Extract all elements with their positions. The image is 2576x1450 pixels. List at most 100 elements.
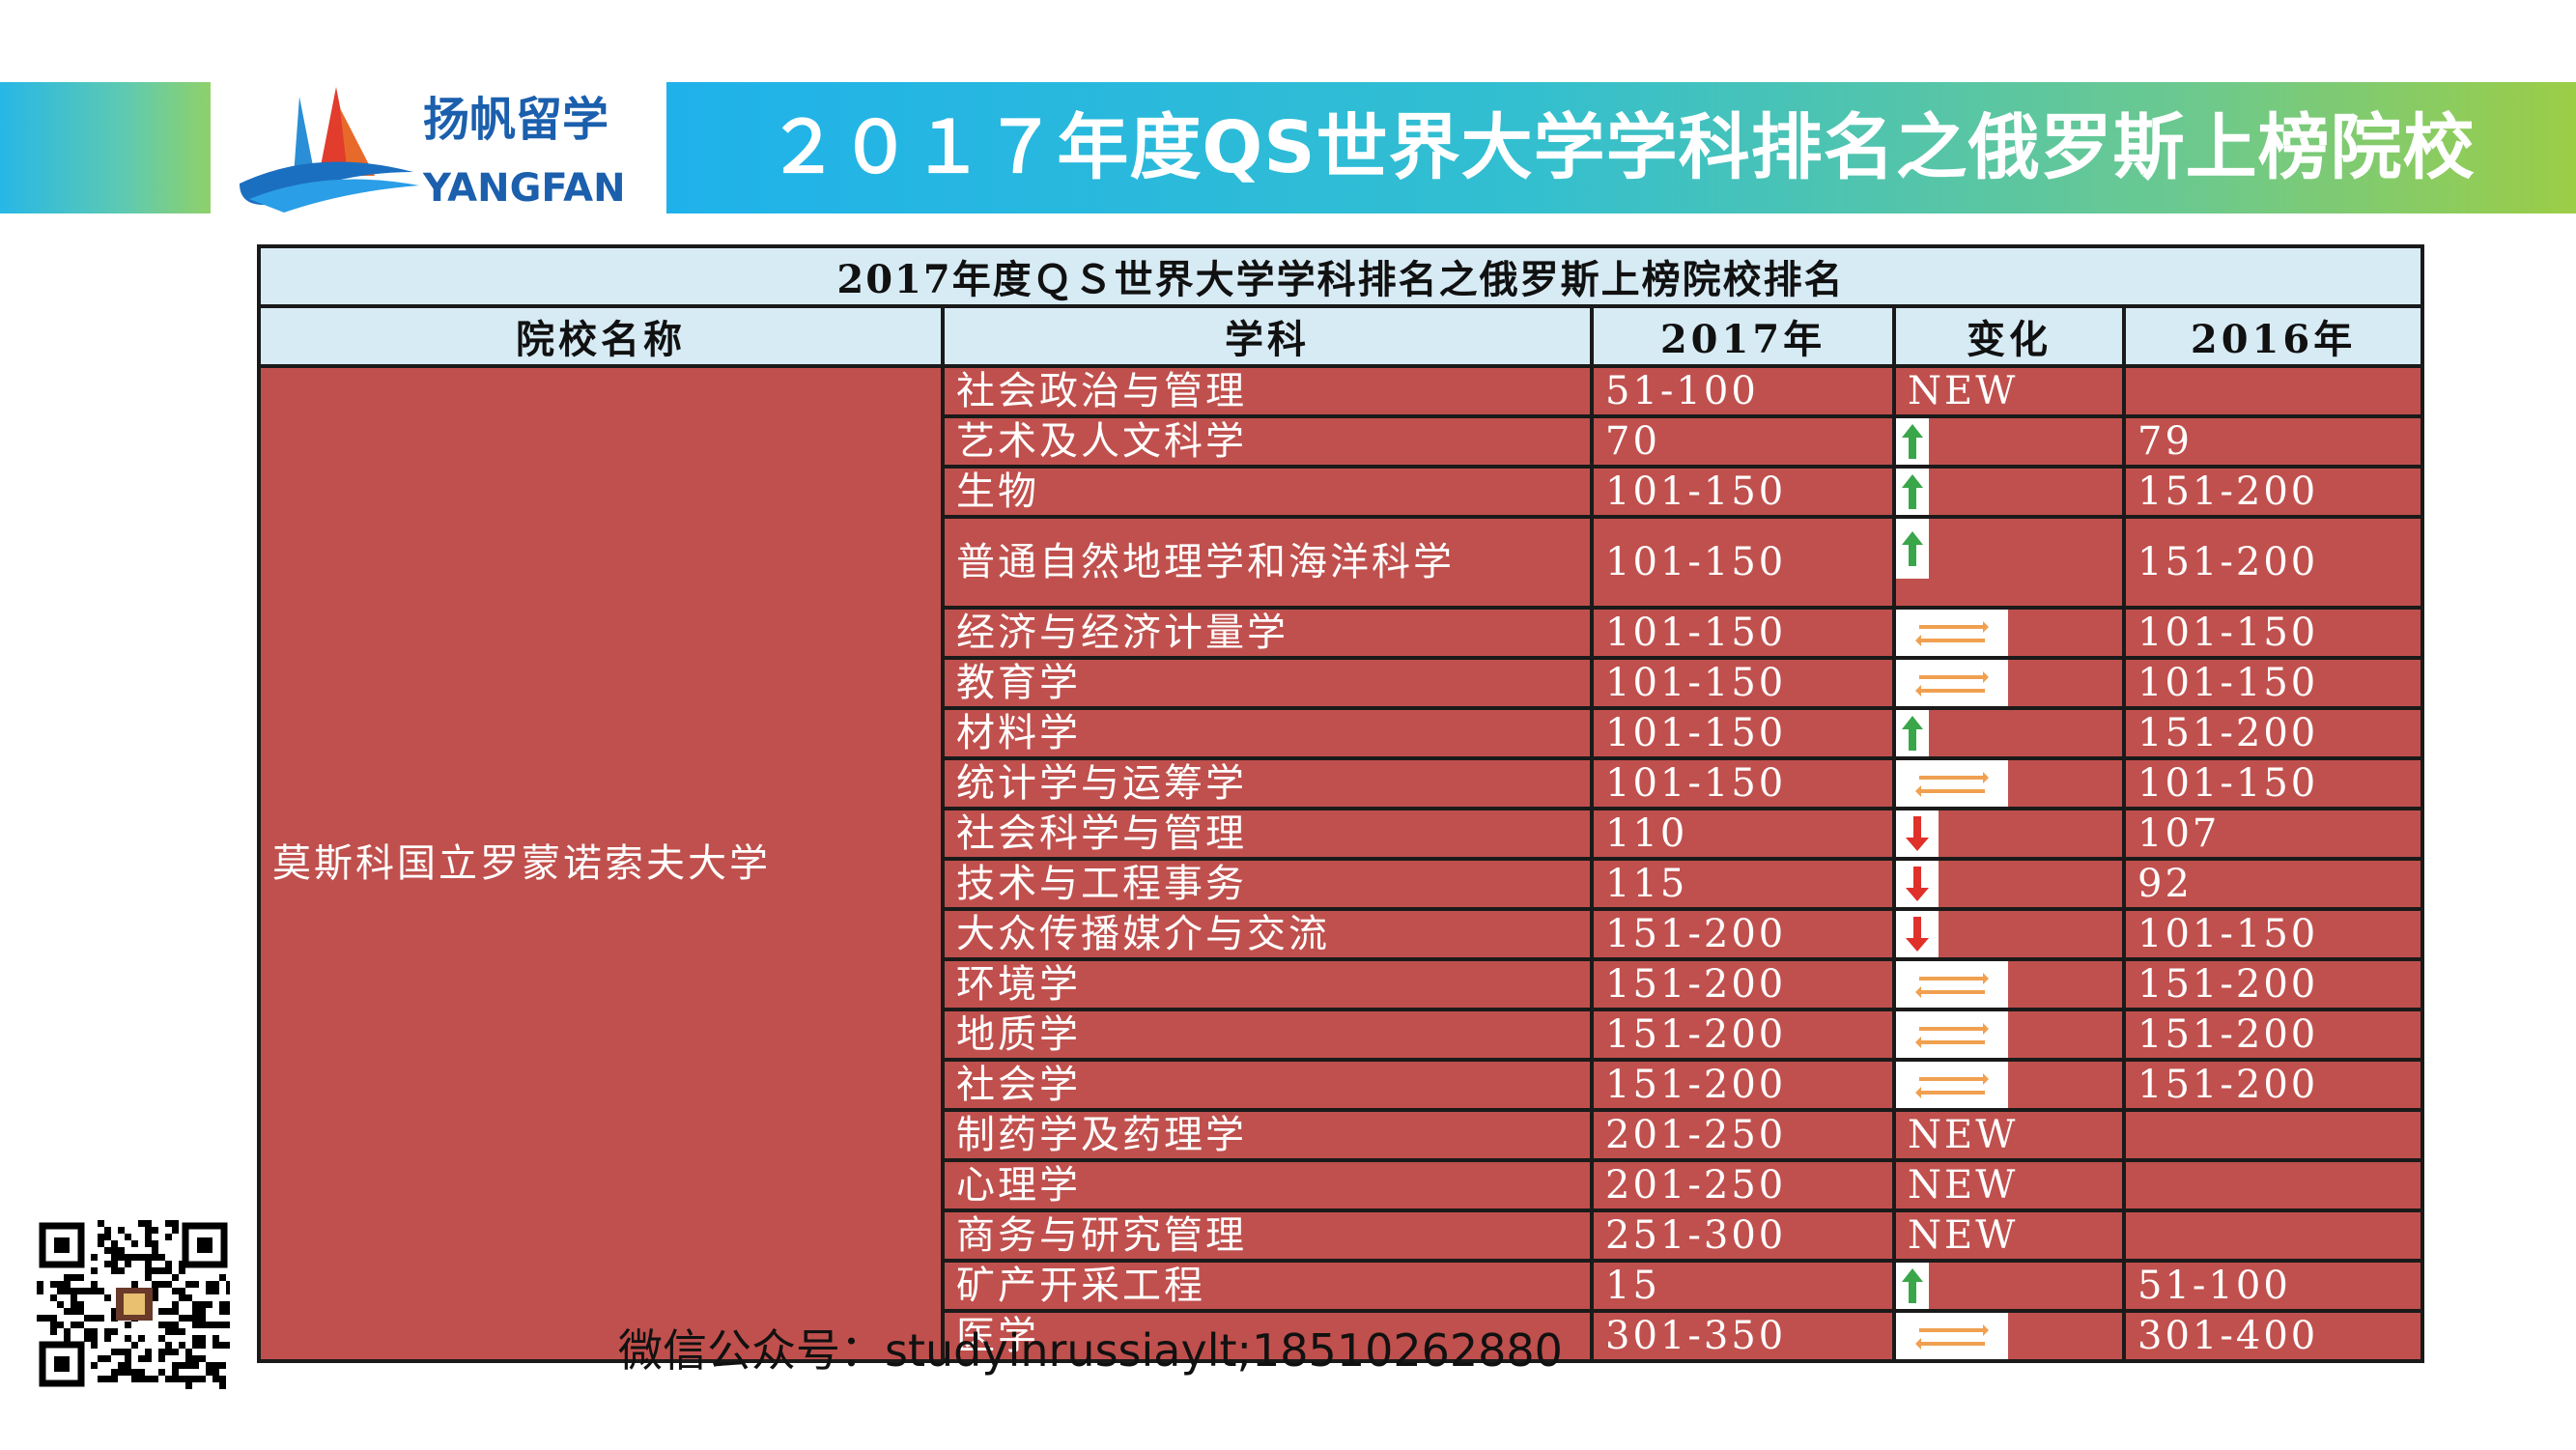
subject-cell: 心理学 (941, 1158, 1594, 1212)
rank-2016-cell: 301-400 (2121, 1309, 2425, 1363)
rank-2017-cell: 115 (1590, 857, 1896, 911)
subject-cell: 社会学 (941, 1058, 1594, 1112)
rank-2017-cell: 101-150 (1590, 756, 1896, 810)
header-2016: 2016年 (2121, 304, 2425, 368)
subject-cell: 矿产开采工程 (941, 1259, 1594, 1313)
rank-2017-cell: 110 (1590, 807, 1896, 861)
subject-cell: 生物 (941, 465, 1594, 519)
rank-2017-cell: 51-100 (1590, 364, 1896, 418)
rank-2017-cell: 251-300 (1590, 1208, 1896, 1263)
subject-cell: 地质学 (941, 1008, 1594, 1062)
rank-2017-cell: 151-200 (1590, 907, 1896, 961)
arrow-up-icon (1898, 1265, 1929, 1307)
rank-2016-cell: 107 (2121, 807, 2425, 861)
header-band-right: ２０１７年度QS世界大学学科排名之俄罗斯上榜院校 (666, 82, 2576, 213)
arrow-swap-icon (1898, 1013, 2008, 1056)
table-row: 技术与工程事务 115 92 (259, 857, 2425, 911)
change-cell (1892, 465, 2126, 519)
sailboat-icon (240, 87, 419, 213)
table-row: 普通自然地理学和海洋科学 101-150 151-200 (259, 515, 2425, 610)
change-cell: NEW (1892, 1208, 2126, 1263)
change-cell (1892, 1058, 2126, 1112)
rank-2016-cell: 101-150 (2121, 656, 2425, 710)
subject-cell: 统计学与运筹学 (941, 756, 1594, 810)
table-row: 大众传播媒介与交流 151-200 101-150 (259, 907, 2425, 961)
rank-2016-cell: 151-200 (2121, 465, 2425, 519)
table-row: 经济与经济计量学 101-150 101-150 (259, 606, 2425, 660)
change-cell (1892, 957, 2126, 1011)
change-cell (1892, 414, 2126, 469)
subject-cell: 环境学 (941, 957, 1594, 1011)
rank-2017-cell: 151-200 (1590, 1008, 1896, 1062)
table-header-row: 院校名称 学科 2017年 变化 2016年 (257, 304, 2425, 368)
change-cell (1892, 606, 2126, 660)
subject-cell: 教育学 (941, 656, 1594, 710)
table-row: 生物 101-150 151-200 (259, 465, 2425, 519)
rank-2016-cell: 101-150 (2121, 606, 2425, 660)
ranking-table: 2017年度ＱＳ世界大学学科排名之俄罗斯上榜院校排名 院校名称 学科 2017年… (256, 244, 2425, 1363)
change-cell (1892, 706, 2126, 760)
change-cell (1892, 807, 2126, 861)
arrow-swap-icon (1898, 1064, 2008, 1106)
subject-cell: 大众传播媒介与交流 (941, 907, 1594, 961)
rank-2016-cell: 92 (2121, 857, 2425, 911)
arrow-up-icon (1898, 470, 1929, 513)
wechat-info: 微信公众号：studyinrussiaylt;18510262880 (618, 1324, 1563, 1377)
table-row: 环境学 151-200 151-200 (259, 957, 2425, 1011)
page-title: ２０１７年度QS世界大学学科排名之俄罗斯上榜院校 (767, 106, 2476, 189)
change-cell: NEW (1892, 364, 2126, 418)
rank-2017-cell: 201-250 (1590, 1108, 1896, 1162)
header-change: 变化 (1892, 304, 2126, 368)
subject-cell: 艺术及人文科学 (941, 414, 1594, 469)
rank-2017-cell: 201-250 (1590, 1158, 1896, 1212)
subject-cell: 普通自然地理学和海洋科学 (941, 515, 1594, 610)
rank-2017-cell: 70 (1590, 414, 1896, 469)
change-cell (1892, 907, 2126, 961)
change-cell (1892, 756, 2126, 810)
logo-text-en: YANGFAN (422, 166, 626, 211)
table-row: 矿产开采工程 15 51-100 (259, 1259, 2425, 1313)
rank-2017-cell: 151-200 (1590, 957, 1896, 1011)
table-row: 地质学 151-200 151-200 (259, 1008, 2425, 1062)
table-row: 医学 301-350 301-400 (259, 1309, 2425, 1363)
rank-2016-cell: 151-200 (2121, 515, 2425, 610)
change-cell (1892, 656, 2126, 710)
new-label: NEW (1908, 1113, 2019, 1157)
table-row: 社会学 151-200 151-200 (259, 1058, 2425, 1112)
table-row: 材料学 101-150 151-200 (259, 706, 2425, 760)
university-name: 莫斯科国立罗蒙诺索夫大学 (257, 364, 945, 1363)
subject-cell: 技术与工程事务 (941, 857, 1594, 911)
new-label: NEW (1908, 1213, 2019, 1258)
rank-2017-cell: 101-150 (1590, 606, 1896, 660)
arrow-swap-icon (1898, 1315, 2008, 1357)
arrow-swap-icon (1898, 662, 2008, 704)
qr-code-icon (37, 1220, 230, 1389)
table-row: 商务与研究管理 251-300 NEW (259, 1208, 2425, 1263)
change-cell (1892, 1309, 2126, 1363)
change-cell (1892, 1008, 2126, 1062)
rank-2016-cell: 151-200 (2121, 957, 2425, 1011)
rank-2017-cell: 301-350 (1590, 1309, 1896, 1363)
change-cell (1892, 515, 2126, 610)
subject-cell: 社会政治与管理 (941, 364, 1594, 418)
header-2017: 2017年 (1590, 304, 1896, 368)
ranking-table-wrap: 2017年度ＱＳ世界大学学科排名之俄罗斯上榜院校排名 院校名称 学科 2017年… (256, 244, 2425, 1363)
table-row: 社会科学与管理 110 107 (259, 807, 2425, 861)
rank-2016-cell (2121, 1108, 2425, 1162)
change-cell: NEW (1892, 1158, 2126, 1212)
arrow-up-icon (1898, 420, 1929, 463)
rank-2017-cell: 15 (1590, 1259, 1896, 1313)
rank-2016-cell: 151-200 (2121, 1058, 2425, 1112)
table-row: 莫斯科国立罗蒙诺索夫大学 社会政治与管理 51-100 NEW (257, 364, 2425, 1363)
change-cell (1892, 857, 2126, 911)
arrow-up-icon (1898, 521, 1929, 579)
header-band-left (0, 82, 211, 213)
arrow-up-icon (1898, 712, 1929, 754)
table-body: 莫斯科国立罗蒙诺索夫大学 社会政治与管理 51-100 NEW 艺术及人文科学 70 79 生… (257, 364, 2425, 1363)
rank-2016-cell: 151-200 (2121, 1008, 2425, 1062)
table-row: 统计学与运筹学 101-150 101-150 (259, 756, 2425, 810)
logo-text-cn: 扬帆留学 (423, 93, 609, 147)
arrow-down-icon (1898, 913, 1939, 955)
arrow-swap-icon (1898, 963, 2008, 1006)
